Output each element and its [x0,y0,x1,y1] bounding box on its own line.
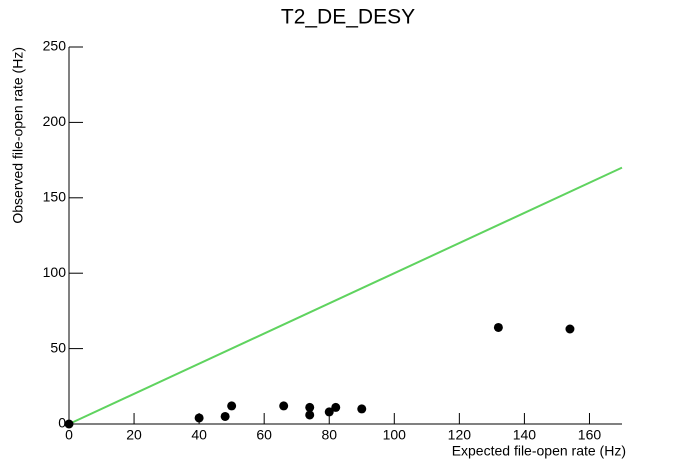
x-tick-label: 120 [448,427,472,443]
point [357,404,367,414]
x-tick-label: 80 [321,427,337,443]
chart-title: T2_DE_DESY [281,6,415,29]
point [279,401,289,411]
y-tick-label: 200 [43,113,67,129]
point [194,413,204,423]
x-tick-label: 60 [256,427,272,443]
x-tick-label: 20 [126,427,142,443]
point [227,401,237,411]
point [565,324,575,334]
y-tick-label: 250 [43,38,67,54]
point [324,407,334,417]
fit-line [68,166,623,425]
point [220,411,230,421]
point [305,402,315,412]
point [305,410,315,420]
y-axis-label: Observed file-open rate (Hz) [10,47,26,224]
x-tick-label: 0 [65,427,73,443]
x-tick-label: 160 [578,427,602,443]
x-tick-label: 100 [383,427,407,443]
y-tick-label: 150 [43,189,67,205]
y-tick-label: 100 [43,264,67,280]
y-tick-label: 50 [50,339,66,355]
point [331,402,341,412]
point [493,322,503,332]
x-tick-label: 40 [191,427,207,443]
x-tick-label: 140 [513,427,537,443]
point [64,419,74,429]
x-axis-label: Expected file-open rate (Hz) [452,443,626,459]
y-tick-label: 0 [58,415,66,431]
